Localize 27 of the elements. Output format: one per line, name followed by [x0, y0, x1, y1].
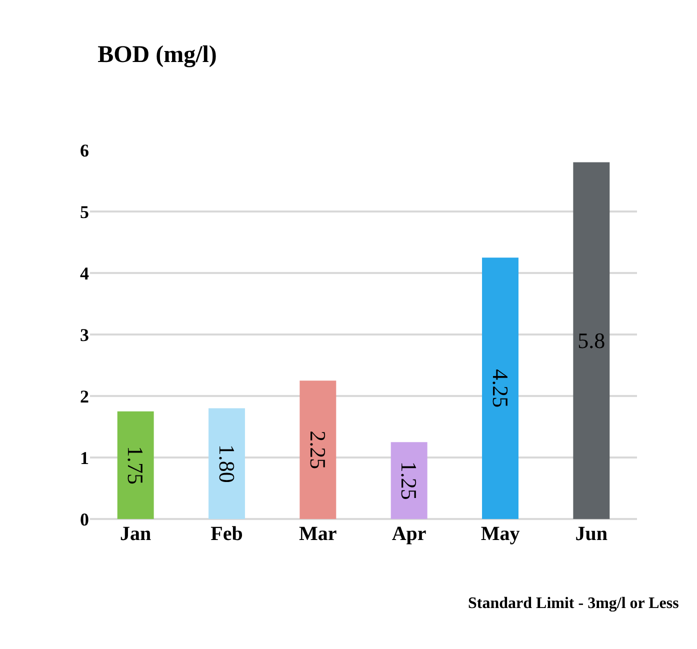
bar [300, 380, 336, 519]
data-label: 1.25 [396, 461, 422, 500]
x-tick-label: Mar [299, 523, 337, 545]
y-tick-label: 3 [80, 324, 89, 345]
text: Standard Limit - 3mg/l or Less [468, 595, 679, 612]
chart-title: BOD (mg/l) [98, 42, 217, 68]
data-label: 1.80 [214, 444, 240, 483]
bar [573, 162, 610, 519]
x-tick-label: Feb [210, 523, 243, 545]
y-tick-label: 5 [80, 202, 89, 222]
y-tick-label: 4 [80, 263, 89, 284]
data-label: 1.75 [123, 446, 148, 484]
data-label: 4.25 [488, 369, 513, 408]
bar [208, 408, 245, 519]
bar [482, 258, 518, 519]
y-tick-label: 0 [80, 509, 89, 530]
x-tick-label: Jun [575, 523, 608, 545]
x-tick-label: Jan [120, 523, 152, 545]
y-tick-label: 6 [80, 140, 89, 160]
y-tick-label: 1 [80, 448, 89, 468]
data-label: 5.8 [578, 328, 606, 354]
data-label: 2.25 [305, 430, 330, 470]
bar [390, 442, 428, 519]
x-tick-label: Apr [392, 523, 426, 545]
bar [117, 411, 154, 519]
x-tick-label: May [480, 523, 520, 545]
y-tick-label: 2 [80, 386, 89, 406]
